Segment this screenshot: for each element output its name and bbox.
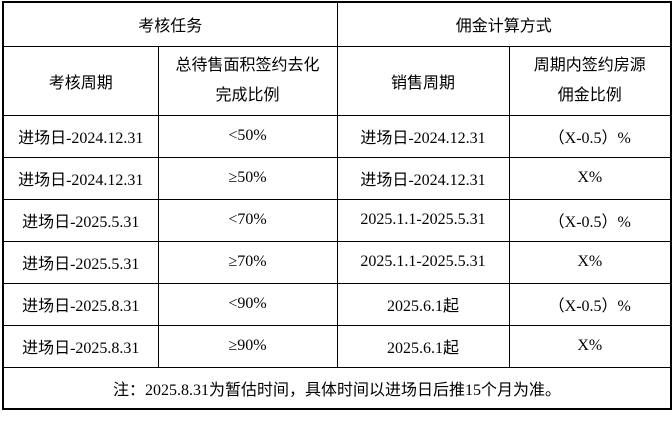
cell-sales-period: 2025.6.1起 <box>336 324 510 368</box>
cell-completion-ratio: ≥50% <box>157 156 338 200</box>
cell-commission-rate: （X-0.5）% <box>508 114 672 158</box>
cell-sales-period: 2025.1.1-2025.5.31 <box>336 240 510 284</box>
header-group-assessment-task: 考核任务 <box>2 1 338 47</box>
cell-assessment-period: 进场日-2024.12.31 <box>2 114 159 158</box>
cell-sales-period: 2025.6.1起 <box>336 282 510 326</box>
col-header-completion-ratio: 总待售面积签约去化 完成比例 <box>157 45 338 116</box>
cell-commission-rate: X% <box>508 324 672 368</box>
cell-commission-rate: X% <box>508 240 672 284</box>
table-row: 进场日-2024.12.31 ≥50% 进场日-2024.12.31 X% <box>2 156 672 200</box>
table-row: 进场日-2025.8.31 <90% 2025.6.1起 （X-0.5）% <box>2 282 672 326</box>
header-group-commission-method: 佣金计算方式 <box>336 1 672 47</box>
table-row: 进场日-2025.5.31 <70% 2025.1.1-2025.5.31 （X… <box>2 198 672 242</box>
cell-commission-rate: X% <box>508 156 672 200</box>
cell-completion-ratio: <50% <box>157 114 338 158</box>
cell-assessment-period: 进场日-2025.5.31 <box>2 240 159 284</box>
cell-assessment-period: 进场日-2025.8.31 <box>2 282 159 326</box>
col-header-completion-ratio-line1: 总待售面积签约去化 <box>175 56 320 74</box>
cell-completion-ratio: <70% <box>157 198 338 242</box>
commission-assessment-table: 考核任务 佣金计算方式 考核周期 总待售面积签约去化 完成比例 销售周期 周期内… <box>2 1 672 410</box>
col-header-completion-ratio-line2: 完成比例 <box>215 86 280 104</box>
col-header-commission-rate: 周期内签约房源 佣金比例 <box>508 45 672 116</box>
cell-assessment-period: 进场日-2025.8.31 <box>2 324 159 368</box>
cell-completion-ratio: <90% <box>157 282 338 326</box>
col-header-assessment-period: 考核周期 <box>2 45 159 116</box>
table-footnote: 注：2025.8.31为暂估时间，具体时间以进场日后推15个月为准。 <box>2 366 672 410</box>
cell-sales-period: 进场日-2024.12.31 <box>336 156 510 200</box>
cell-commission-rate: （X-0.5）% <box>508 198 672 242</box>
cell-commission-rate: （X-0.5）% <box>508 282 672 326</box>
cell-sales-period: 2025.1.1-2025.5.31 <box>336 198 510 242</box>
table-row: 进场日-2025.8.31 ≥90% 2025.6.1起 X% <box>2 324 672 368</box>
cell-assessment-period: 进场日-2025.5.31 <box>2 198 159 242</box>
cell-completion-ratio: ≥70% <box>157 240 338 284</box>
cell-completion-ratio: ≥90% <box>157 324 338 368</box>
column-header-row: 考核周期 总待售面积签约去化 完成比例 销售周期 周期内签约房源 佣金比例 <box>2 45 672 116</box>
cell-assessment-period: 进场日-2024.12.31 <box>2 156 159 200</box>
col-header-commission-rate-line2: 佣金比例 <box>557 86 622 104</box>
col-header-sales-period: 销售周期 <box>336 45 510 116</box>
group-header-row: 考核任务 佣金计算方式 <box>2 1 672 47</box>
table-row: 进场日-2025.5.31 ≥70% 2025.1.1-2025.5.31 X% <box>2 240 672 284</box>
note-row: 注：2025.8.31为暂估时间，具体时间以进场日后推15个月为准。 <box>2 366 672 410</box>
table-row: 进场日-2024.12.31 <50% 进场日-2024.12.31 （X-0.… <box>2 114 672 158</box>
cell-sales-period: 进场日-2024.12.31 <box>336 114 510 158</box>
col-header-commission-rate-line1: 周期内签约房源 <box>533 56 646 74</box>
